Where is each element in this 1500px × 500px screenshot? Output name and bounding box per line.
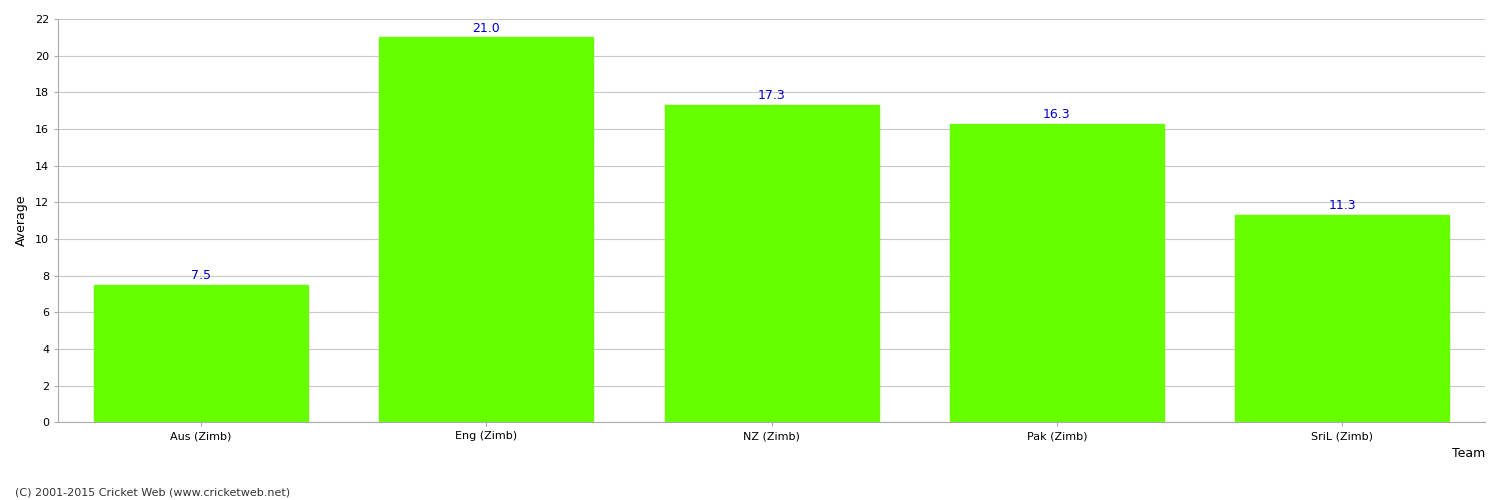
Bar xyxy=(94,285,308,422)
Bar xyxy=(950,124,1164,422)
Bar xyxy=(664,105,879,422)
Bar xyxy=(1236,215,1449,422)
Text: 21.0: 21.0 xyxy=(472,22,500,35)
Bar xyxy=(380,38,594,422)
Text: 7.5: 7.5 xyxy=(190,269,211,282)
Y-axis label: Average: Average xyxy=(15,195,28,246)
X-axis label: Team: Team xyxy=(1452,447,1485,460)
Text: (C) 2001-2015 Cricket Web (www.cricketweb.net): (C) 2001-2015 Cricket Web (www.cricketwe… xyxy=(15,488,290,498)
Text: 11.3: 11.3 xyxy=(1329,200,1356,212)
Text: 16.3: 16.3 xyxy=(1042,108,1071,121)
Text: 17.3: 17.3 xyxy=(758,90,786,102)
